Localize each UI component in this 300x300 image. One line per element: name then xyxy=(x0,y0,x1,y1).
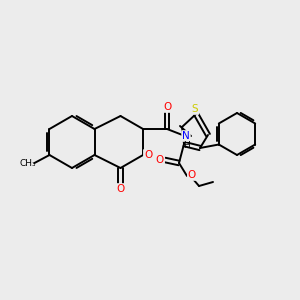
Text: O: O xyxy=(144,150,152,160)
Text: S: S xyxy=(192,104,198,114)
Text: O: O xyxy=(116,184,124,194)
Text: CH₃: CH₃ xyxy=(19,158,36,167)
Text: N: N xyxy=(182,131,190,141)
Text: H: H xyxy=(183,140,189,149)
Text: O: O xyxy=(156,155,164,165)
Text: O: O xyxy=(188,170,196,180)
Text: O: O xyxy=(163,102,171,112)
